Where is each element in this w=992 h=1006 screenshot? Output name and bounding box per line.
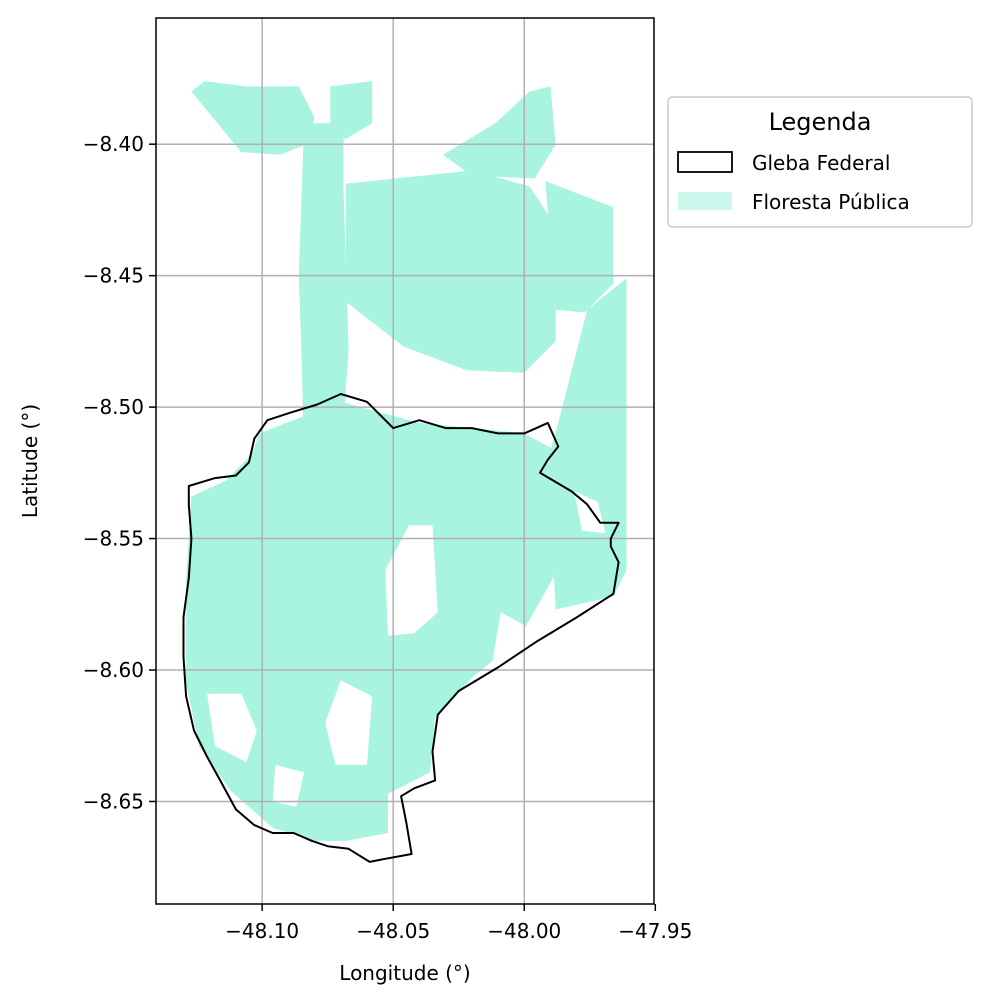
- gleba-federal-outline: [182, 393, 620, 863]
- floresta-polygon-5: [443, 86, 556, 179]
- grid-lines: [156, 18, 654, 904]
- gleba-federal-layer: [182, 393, 620, 863]
- non-forest-gap-4: [325, 680, 373, 765]
- x-tick-label-1: −48.05: [356, 919, 430, 943]
- x-tick-label-3: −47.95: [618, 919, 692, 943]
- y-axis-ticks: −8.40 −8.45 −8.50 −8.55 −8.60 −8.65: [83, 132, 156, 813]
- y-tick-label-5: −8.65: [83, 789, 144, 813]
- floresta-polygon-2: [191, 81, 315, 155]
- y-tick-label-2: −8.50: [83, 395, 144, 419]
- plot-frame: [155, 17, 655, 905]
- y-axis-label: Latitude (°): [18, 404, 42, 518]
- non-forest-gap-3: [207, 693, 257, 762]
- x-axis-label: Longitude (°): [339, 961, 470, 985]
- non-forest-gap-5: [272, 764, 305, 807]
- floresta-polygon-6: [545, 181, 614, 313]
- y-tick-label-0: −8.40: [83, 132, 144, 156]
- floresta-polygon-8: [186, 401, 561, 841]
- x-axis-ticks: −48.10 −48.05 −48.00 −47.95: [225, 904, 692, 943]
- y-tick-label-4: −8.60: [83, 658, 144, 682]
- x-tick-label-0: −48.10: [225, 919, 299, 943]
- non-forest-gap-1: [385, 525, 438, 636]
- floresta-polygon-4: [346, 170, 556, 373]
- legend-label-floresta-publica: Floresta Pública: [752, 190, 910, 214]
- non-forest-gap-6: [574, 491, 606, 534]
- non-forest-gaps: [207, 491, 606, 807]
- legend-title: Legenda: [769, 108, 872, 136]
- floresta-polygon-7: [547, 278, 627, 610]
- legend-swatch-gleba-federal: [677, 151, 733, 173]
- legend: Legenda Gleba Federal Floresta Pública: [667, 96, 973, 228]
- floresta-publica-layer: [186, 81, 627, 841]
- legend-label-gleba-federal: Gleba Federal: [752, 151, 890, 175]
- x-tick-label-2: −48.00: [487, 919, 561, 943]
- y-tick-label-3: −8.55: [83, 527, 144, 551]
- y-tick-label-1: −8.45: [83, 264, 144, 288]
- floresta-polygon-1: [298, 123, 349, 460]
- legend-swatch-floresta-publica: [678, 192, 732, 210]
- legend-frame: [667, 96, 973, 228]
- floresta-polygon-3: [330, 81, 373, 139]
